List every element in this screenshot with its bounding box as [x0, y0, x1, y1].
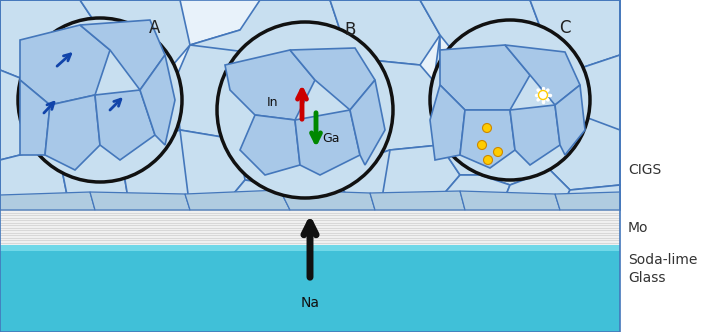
Circle shape — [430, 20, 590, 180]
Circle shape — [494, 147, 503, 156]
Polygon shape — [45, 95, 100, 170]
Text: Soda-lime: Soda-lime — [628, 253, 697, 267]
Polygon shape — [280, 170, 350, 210]
Circle shape — [482, 124, 491, 132]
Text: In: In — [267, 96, 278, 109]
Polygon shape — [40, 60, 180, 160]
Polygon shape — [460, 191, 560, 210]
Bar — [0, 220, 620, 221]
Bar — [0, 242, 620, 244]
Bar — [0, 227, 620, 229]
Polygon shape — [510, 105, 560, 165]
Text: Na: Na — [300, 296, 319, 310]
Polygon shape — [330, 150, 410, 210]
Text: A: A — [150, 19, 161, 37]
Bar — [0, 212, 620, 214]
Text: Mo: Mo — [628, 221, 649, 235]
Polygon shape — [530, 0, 620, 70]
Polygon shape — [555, 85, 585, 155]
Circle shape — [538, 91, 548, 100]
Circle shape — [217, 22, 393, 198]
Circle shape — [477, 140, 486, 149]
Polygon shape — [60, 150, 130, 210]
Bar — [0, 0, 620, 210]
Polygon shape — [575, 55, 620, 130]
Text: CIGS: CIGS — [628, 163, 661, 177]
Polygon shape — [280, 190, 375, 210]
Bar — [0, 222, 620, 224]
Bar — [0, 245, 620, 251]
Polygon shape — [140, 55, 175, 145]
Circle shape — [484, 155, 493, 164]
Polygon shape — [0, 70, 50, 160]
Polygon shape — [120, 130, 200, 210]
Polygon shape — [560, 185, 620, 210]
Polygon shape — [0, 150, 70, 210]
Bar — [0, 217, 620, 219]
Polygon shape — [430, 85, 465, 160]
Polygon shape — [20, 25, 110, 105]
Polygon shape — [420, 0, 545, 70]
Bar — [0, 240, 620, 241]
Polygon shape — [330, 0, 440, 65]
Polygon shape — [370, 191, 465, 210]
Polygon shape — [95, 90, 155, 160]
Polygon shape — [295, 110, 360, 175]
Polygon shape — [220, 180, 290, 210]
Polygon shape — [555, 192, 620, 210]
Polygon shape — [240, 115, 300, 175]
Text: B: B — [344, 21, 356, 39]
Bar — [0, 230, 620, 231]
Polygon shape — [90, 192, 190, 210]
Bar — [0, 215, 620, 216]
Polygon shape — [20, 80, 50, 155]
Polygon shape — [440, 45, 530, 110]
Polygon shape — [175, 30, 275, 140]
Bar — [0, 0, 620, 332]
Polygon shape — [270, 40, 380, 120]
Polygon shape — [80, 20, 165, 90]
Text: Ga: Ga — [322, 131, 340, 144]
Polygon shape — [510, 40, 580, 130]
Polygon shape — [440, 100, 480, 175]
Bar — [0, 225, 620, 226]
Polygon shape — [0, 0, 100, 90]
Polygon shape — [460, 110, 515, 168]
Text: Glass: Glass — [628, 271, 665, 285]
Polygon shape — [190, 0, 340, 55]
Polygon shape — [470, 120, 550, 185]
Polygon shape — [185, 190, 290, 210]
Polygon shape — [330, 60, 450, 170]
Polygon shape — [180, 130, 245, 210]
Polygon shape — [430, 35, 520, 135]
Bar — [0, 245, 620, 332]
Polygon shape — [290, 48, 375, 110]
Polygon shape — [350, 80, 385, 165]
Text: C: C — [559, 19, 571, 37]
Polygon shape — [0, 192, 95, 210]
Circle shape — [18, 18, 182, 182]
Bar — [0, 235, 620, 236]
Polygon shape — [545, 115, 620, 190]
Polygon shape — [505, 45, 580, 105]
Polygon shape — [500, 170, 570, 210]
Polygon shape — [225, 50, 315, 120]
Polygon shape — [80, 0, 190, 85]
Bar — [0, 210, 620, 211]
Polygon shape — [240, 110, 330, 185]
Bar — [0, 210, 620, 245]
Bar — [0, 232, 620, 234]
Polygon shape — [430, 175, 510, 210]
Polygon shape — [380, 145, 460, 210]
Bar — [0, 237, 620, 239]
